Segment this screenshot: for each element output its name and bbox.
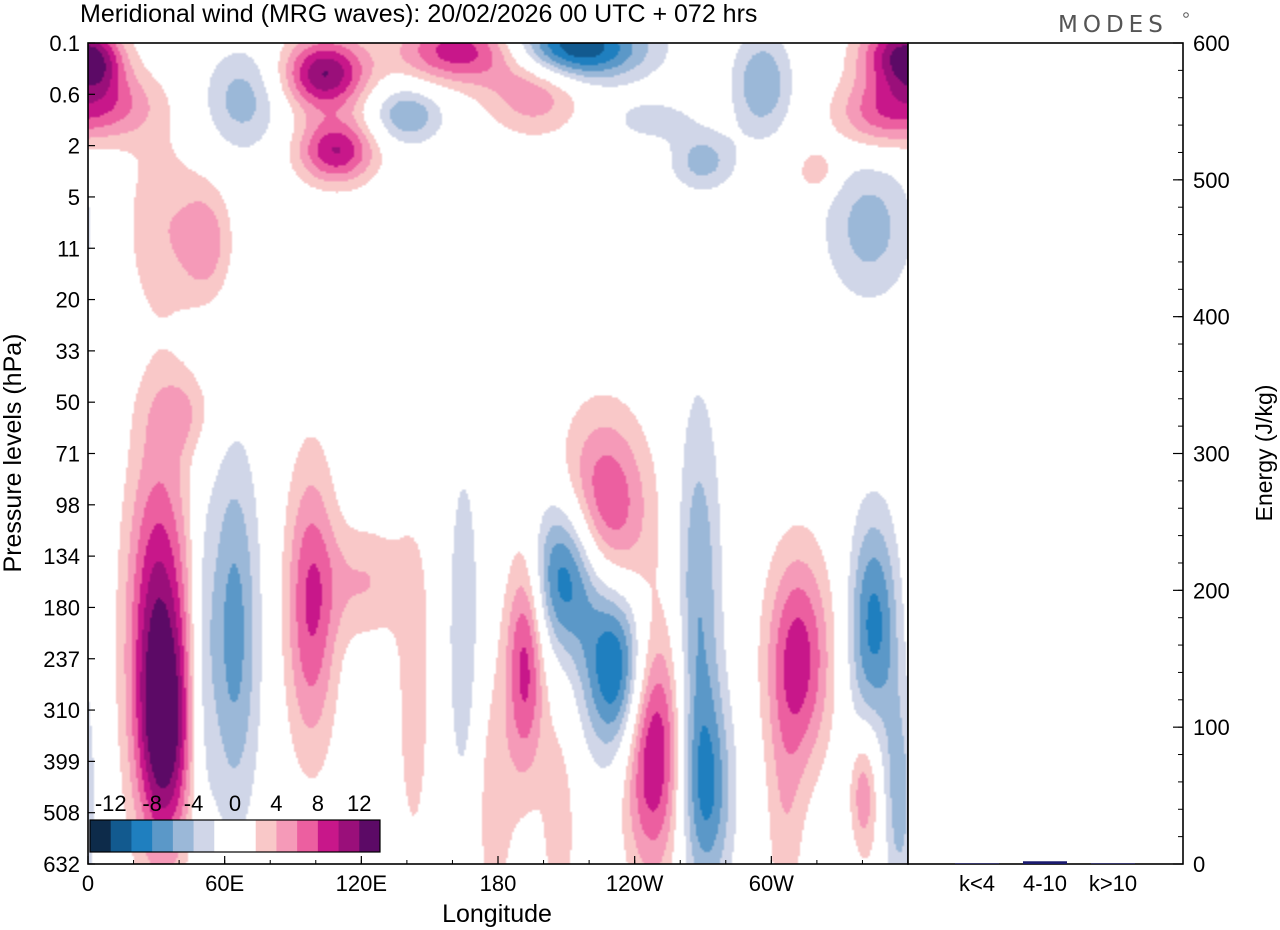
pressure-tick-label: 508 bbox=[43, 801, 80, 826]
colorbar-swatch bbox=[276, 820, 298, 852]
colorbar-swatch bbox=[131, 820, 153, 852]
colorbar-label: 8 bbox=[312, 791, 324, 816]
energy-bar-2 bbox=[1091, 863, 1135, 864]
colorbar-swatch bbox=[359, 820, 381, 852]
pressure-tick-label: 50 bbox=[56, 390, 80, 415]
longitude-tick-label: 120W bbox=[606, 871, 664, 896]
longitude-tick-label: 60W bbox=[749, 871, 794, 896]
colorbar-swatch bbox=[110, 820, 132, 852]
colorbar-swatch bbox=[255, 820, 277, 852]
colorbar: -12 -8 -4 0 4 8 12 bbox=[89, 791, 381, 853]
energy-category-label: 4-10 bbox=[1023, 871, 1067, 896]
energy-category-label: k>10 bbox=[1089, 871, 1137, 896]
energy-panel-frame bbox=[907, 42, 1184, 865]
longitude-tick-label: 60E bbox=[205, 871, 244, 896]
pressure-tick-label: 11 bbox=[57, 236, 80, 261]
brand-registered-mark bbox=[1183, 12, 1189, 18]
pressure-tick-label: 134 bbox=[43, 544, 80, 569]
colorbar-label: 4 bbox=[270, 791, 282, 816]
energy-tick-label: 400 bbox=[1193, 305, 1230, 330]
colorbar-label: -8 bbox=[142, 791, 162, 816]
longitude-axis: 0 60E 120E 180 120W 60W bbox=[82, 856, 909, 896]
colorbar-label: 12 bbox=[347, 791, 371, 816]
longitude-tick-label: 0 bbox=[82, 871, 94, 896]
brand-logo: MODES bbox=[1058, 12, 1168, 38]
energy-tick-label: 300 bbox=[1193, 442, 1230, 467]
colorbar-swatch bbox=[317, 820, 339, 852]
y-axis-label: Pressure levels (hPa) bbox=[0, 334, 27, 573]
pressure-tick-label: 0.6 bbox=[49, 82, 80, 107]
colorbar-swatch bbox=[172, 820, 194, 852]
chart-title: Meridional wind (MRG waves): 20/02/2026 … bbox=[80, 0, 757, 28]
energy-category-label: k<4 bbox=[959, 871, 995, 896]
pressure-tick-label: 399 bbox=[43, 749, 80, 774]
energy-axis: 0 100 200 300 400 500 600 bbox=[1173, 31, 1230, 877]
colorbar-swatch bbox=[90, 820, 112, 852]
pressure-axis: 0.1 0.6 2 5 11 20 33 50 71 98 134 180 237 310 399 508 63… bbox=[43, 31, 95, 877]
colorbar-swatch bbox=[152, 820, 174, 852]
heatmap-field bbox=[88, 43, 908, 864]
pressure-tick-label: 2 bbox=[68, 134, 80, 159]
colorbar-swatch bbox=[214, 820, 236, 852]
colorbar-swatch bbox=[297, 820, 319, 852]
colorbar-label: -4 bbox=[184, 791, 204, 816]
energy-bars bbox=[955, 861, 1135, 864]
pressure-tick-label: 5 bbox=[68, 185, 80, 210]
heatmap-panel bbox=[87, 42, 909, 865]
pressure-tick-label: 20 bbox=[56, 288, 80, 313]
colorbar-label: -12 bbox=[95, 791, 127, 816]
pressure-tick-label: 310 bbox=[43, 698, 80, 723]
pressure-tick-label: 71 bbox=[56, 442, 80, 467]
energy-bar-1 bbox=[1023, 861, 1067, 864]
pressure-tick-label: 0.1 bbox=[49, 31, 80, 56]
colorbar-swatch bbox=[193, 820, 215, 852]
pressure-tick-label: 632 bbox=[43, 852, 80, 877]
energy-tick-label: 200 bbox=[1193, 578, 1230, 603]
longitude-tick-label: 180 bbox=[480, 871, 517, 896]
colorbar-label: 0 bbox=[229, 791, 241, 816]
energy-axis-label: Energy (J/kg) bbox=[1251, 385, 1277, 522]
energy-bar-0 bbox=[955, 863, 999, 864]
colorbar-frame bbox=[89, 819, 381, 853]
pressure-tick-label: 98 bbox=[56, 493, 80, 518]
pressure-tick-label: 237 bbox=[43, 647, 80, 672]
pressure-tick-label: 33 bbox=[56, 339, 80, 364]
energy-tick-label: 600 bbox=[1193, 31, 1230, 56]
colorbar-swatch bbox=[235, 820, 257, 852]
energy-tick-label: 500 bbox=[1193, 168, 1230, 193]
colorbar-swatch bbox=[338, 820, 360, 852]
longitude-tick-label: 120E bbox=[336, 871, 387, 896]
energy-category-axis: k<4 4-10 k>10 bbox=[959, 871, 1137, 896]
pressure-tick-label: 180 bbox=[43, 595, 80, 620]
x-axis-label: Longitude bbox=[442, 900, 552, 928]
energy-tick-label: 0 bbox=[1193, 852, 1205, 877]
energy-tick-label: 100 bbox=[1193, 715, 1230, 740]
